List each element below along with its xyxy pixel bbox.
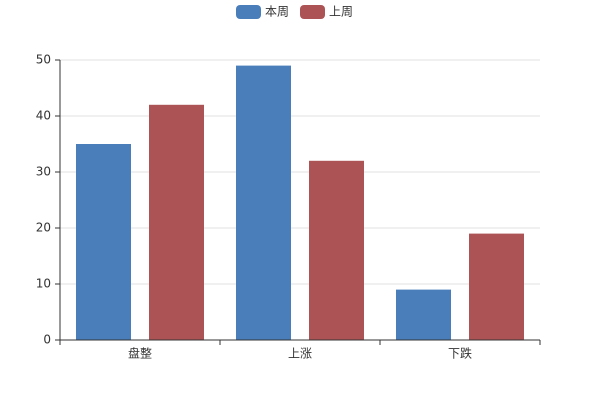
bar [396, 289, 451, 340]
y-tick-label: 30 [36, 165, 51, 179]
x-tick-label: 下跌 [448, 346, 472, 361]
bar [469, 233, 524, 340]
y-tick-label: 10 [36, 277, 51, 291]
bar [309, 160, 364, 340]
bar [149, 104, 204, 340]
legend-swatch [300, 5, 325, 19]
y-tick-label: 20 [36, 221, 51, 235]
legend-label: 本周 [265, 5, 289, 19]
y-tick-label: 40 [36, 109, 51, 123]
x-tick-label: 盘整 [128, 346, 152, 361]
y-tick-label: 0 [43, 333, 51, 347]
bar [76, 144, 131, 340]
y-tick-label: 50 [36, 53, 51, 67]
bar [236, 65, 291, 340]
legend-label: 上周 [329, 5, 353, 19]
x-tick-label: 上涨 [288, 346, 312, 361]
legend-swatch [236, 5, 261, 19]
